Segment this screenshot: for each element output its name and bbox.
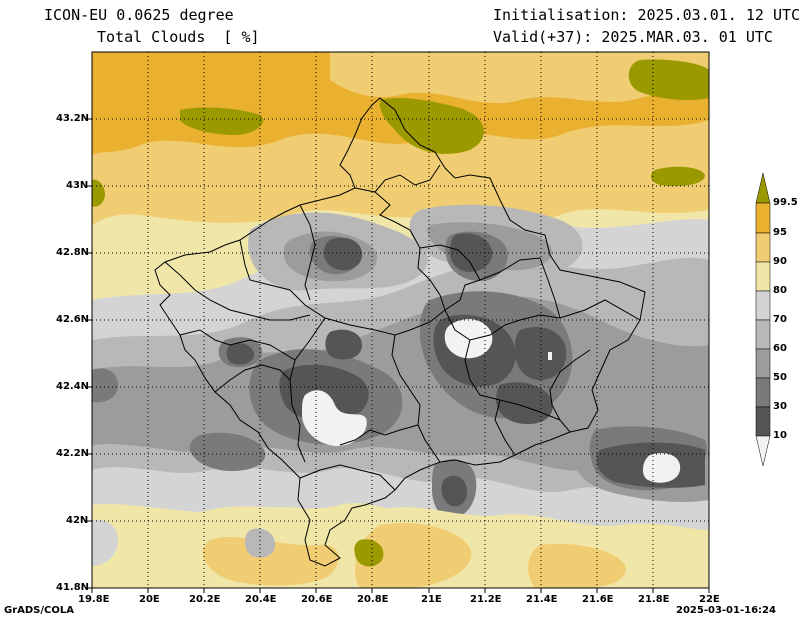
x-tick-label: 20.6E — [301, 594, 333, 605]
internal-border — [539, 257, 561, 319]
colorbar-label: 50 — [773, 372, 787, 383]
x-tick-label: 20.2E — [189, 594, 221, 605]
colorbar-label: 30 — [773, 401, 787, 412]
x-tick-label: 21.4E — [526, 594, 558, 605]
internal-border — [419, 244, 481, 281]
init-time: Initialisation: 2025.03.01. 12 UTC — [493, 6, 800, 24]
y-tick-label: 42.2N — [56, 448, 90, 459]
colorbar-segment — [755, 232, 771, 263]
internal-border — [289, 317, 326, 463]
colorbar-segment — [755, 202, 771, 234]
internal-border — [494, 399, 516, 456]
internal-border — [214, 364, 291, 393]
internal-border — [299, 464, 396, 491]
footer-timestamp: 2025-03-01-16:24 — [676, 605, 776, 616]
graticule — [92, 52, 709, 588]
footer-software: GrADS/COLA — [4, 605, 74, 616]
internal-border — [391, 334, 441, 463]
x-tick-label: 20.4E — [245, 594, 277, 605]
internal-border — [179, 329, 296, 361]
colorbar-label: 95 — [773, 227, 787, 238]
x-tick-label: 19.8E — [78, 594, 110, 605]
colorbar-segment — [755, 348, 771, 379]
internal-border — [444, 299, 641, 341]
colorbar-segment — [755, 261, 771, 292]
colorbar-segment — [755, 406, 771, 437]
colorbar-bottom-triangle — [755, 435, 771, 467]
colorbar-segment — [755, 377, 771, 408]
internal-border — [339, 424, 419, 446]
outer-border — [154, 97, 646, 567]
colorbar-label: 99.5 — [773, 197, 798, 208]
y-tick-label: 43N — [66, 180, 89, 191]
x-tick-label: 21.6E — [582, 594, 614, 605]
colorbar-top-triangle — [755, 172, 771, 204]
cloud-field — [92, 52, 709, 588]
colorbar-label: 60 — [773, 343, 787, 354]
internal-border — [164, 261, 311, 321]
internal-border — [549, 349, 591, 421]
colorbar-label: 10 — [773, 430, 787, 441]
variable-title: Total Clouds [ %] — [97, 28, 260, 46]
colorbar-label: 70 — [773, 314, 787, 325]
x-tick-label: 21E — [421, 594, 442, 605]
x-tick-label: 20.8E — [357, 594, 389, 605]
y-tick-label: 42.6N — [56, 314, 90, 325]
colorbar-segment — [755, 319, 771, 350]
tick-marks — [87, 118, 710, 593]
y-tick-label: 42N — [66, 515, 89, 526]
x-tick-label: 20E — [139, 594, 160, 605]
x-tick-label: 21.2E — [470, 594, 502, 605]
valid-time: Valid(+37): 2025.MAR.03. 01 UTC — [493, 28, 773, 46]
x-tick-label: 21.8E — [638, 594, 670, 605]
y-tick-label: 42.8N — [56, 247, 90, 258]
internal-border — [374, 164, 441, 193]
colorbar — [755, 172, 771, 467]
y-tick-label: 42.4N — [56, 381, 90, 392]
model-title: ICON-EU 0.0625 degree — [44, 6, 234, 24]
x-tick-label: 22E — [699, 594, 720, 605]
internal-border — [354, 187, 541, 311]
colorbar-label: 80 — [773, 285, 787, 296]
colorbar-segment — [755, 290, 771, 321]
y-tick-label: 41.8N — [56, 582, 90, 593]
y-tick-label: 43.2N — [56, 113, 90, 124]
colorbar-label: 90 — [773, 256, 787, 267]
internal-border — [299, 204, 316, 301]
boundaries — [154, 97, 646, 567]
